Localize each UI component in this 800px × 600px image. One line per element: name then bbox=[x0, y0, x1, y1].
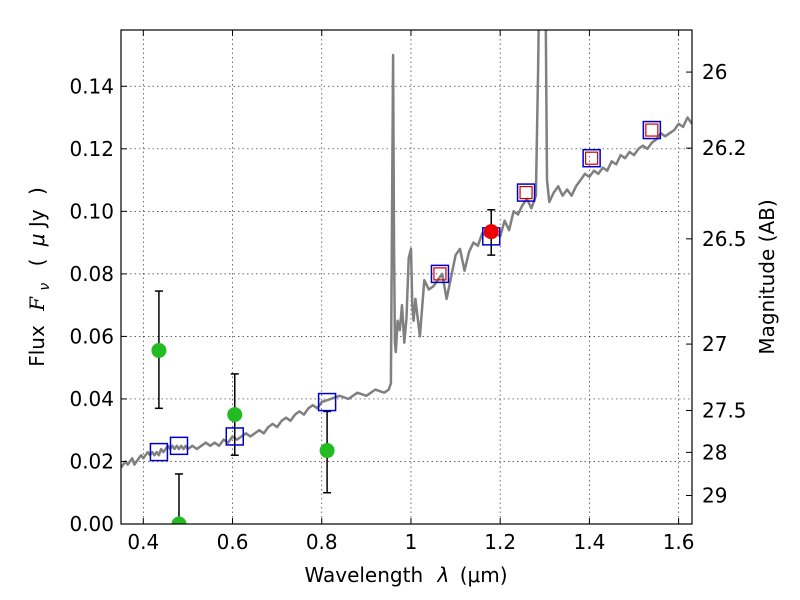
x-tick-label: 0.8 bbox=[306, 530, 338, 554]
x-axis-label-lambda: λ bbox=[437, 563, 450, 587]
axis-ticks bbox=[121, 30, 692, 525]
observed-flux-box bbox=[433, 267, 447, 281]
observed-flux-box bbox=[519, 185, 533, 200]
x-axis-label-main: Wavelength bbox=[304, 563, 423, 587]
y2-tick-label: 27.5 bbox=[702, 398, 747, 422]
y2-axis-label: Magnitude (AB) bbox=[755, 199, 779, 354]
y2-tick-label: 28 bbox=[702, 440, 727, 464]
y-tick-label: 0.10 bbox=[69, 199, 114, 223]
model-flux-box bbox=[317, 392, 337, 412]
x-axis-label-units: (μm) bbox=[460, 563, 508, 587]
optical-flux-point bbox=[227, 407, 243, 423]
y-axis-label-symbol: F bbox=[25, 296, 49, 312]
y-tick-label: 0.02 bbox=[69, 449, 114, 473]
model-spectrum-line bbox=[121, 30, 692, 469]
optical-flux-point bbox=[151, 342, 167, 358]
grid-lines bbox=[121, 30, 692, 524]
y-axis-label-units-close: ) bbox=[25, 187, 49, 195]
y-axis-label-units-open: ( bbox=[25, 259, 49, 267]
y-tick-label: 0.04 bbox=[69, 387, 114, 411]
y-axis-label-units-rest: Jy bbox=[25, 209, 49, 229]
y-tick-label: 0.14 bbox=[69, 74, 114, 98]
ir-flux-point bbox=[483, 224, 499, 240]
axis-labels: 0.4 0.6 0.8 1 1.2 1.4 1.6 0.00 0.02 0.04 0.06 0.08 0… bbox=[69, 60, 746, 554]
x-tick-label: 0.6 bbox=[217, 530, 249, 554]
y-tick-label: 0.06 bbox=[69, 324, 114, 348]
model-flux-box bbox=[169, 436, 189, 456]
x-tick-label: 0.4 bbox=[127, 530, 159, 554]
y2-tick-label: 26.2 bbox=[702, 136, 747, 160]
model-flux-box bbox=[582, 148, 601, 168]
x-axis-label: Wavelength λ (μm) bbox=[304, 563, 507, 587]
optical-flux-point bbox=[171, 516, 187, 524]
y-tick-label: 0.00 bbox=[69, 512, 114, 536]
plot-area bbox=[121, 30, 692, 524]
x-tick-label: 1.6 bbox=[663, 530, 695, 554]
y2-tick-label: 26 bbox=[702, 60, 727, 84]
x-tick-label: 1.2 bbox=[484, 530, 516, 554]
y-axis-label: Flux F ν ( μ Jy ) bbox=[25, 187, 54, 367]
model-flux-box bbox=[516, 183, 536, 202]
x-tick-label: 1.4 bbox=[573, 530, 605, 554]
y-axis-label-main: Flux bbox=[25, 325, 49, 367]
observed-flux-box bbox=[585, 151, 599, 165]
model-flux-box bbox=[430, 264, 450, 284]
optical-flux-point bbox=[319, 443, 335, 459]
x-tick-label: 1 bbox=[405, 530, 418, 554]
axes-frame bbox=[120, 29, 693, 525]
model-flux-box bbox=[642, 120, 662, 140]
y-axis-label-units-mu: μ bbox=[25, 233, 49, 247]
model-flux-box bbox=[149, 442, 169, 462]
y-axis-label-sub: ν bbox=[37, 283, 53, 291]
y-tick-label: 0.08 bbox=[69, 262, 114, 286]
y2-tick-label: 29 bbox=[702, 483, 727, 507]
y-tick-label: 0.12 bbox=[69, 137, 114, 161]
model-flux-box bbox=[225, 427, 245, 446]
y2-tick-label: 27 bbox=[702, 332, 727, 356]
y2-tick-label: 26.5 bbox=[702, 227, 747, 251]
observed-flux-box bbox=[645, 123, 659, 137]
